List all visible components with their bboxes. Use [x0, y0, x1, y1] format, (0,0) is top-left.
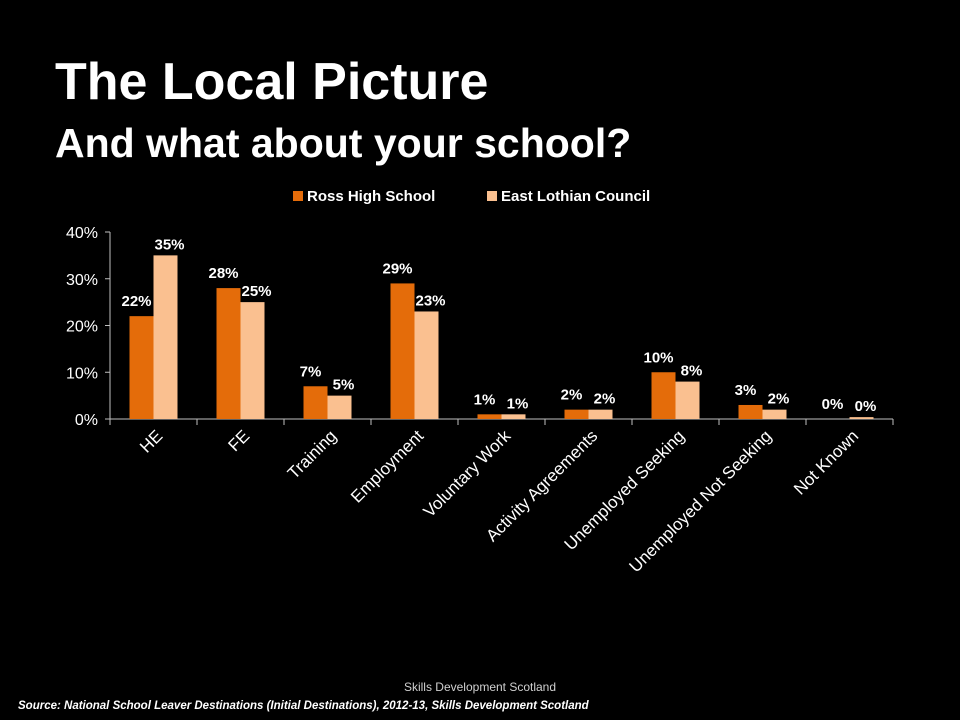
bar	[588, 409, 613, 419]
footer-organization: Skills Development Scotland	[403, 680, 557, 694]
data-label: 2%	[594, 391, 616, 408]
bar	[327, 395, 352, 419]
data-label: 1%	[507, 395, 529, 412]
x-tick-label: Employment	[347, 426, 427, 506]
x-tick-label: HE	[136, 426, 166, 456]
data-label: 23%	[415, 292, 445, 309]
bar	[303, 386, 328, 419]
bar	[390, 283, 415, 419]
data-label: 5%	[333, 377, 355, 394]
bar	[414, 311, 439, 419]
data-label: 7%	[300, 363, 322, 380]
data-label: 2%	[561, 387, 583, 404]
data-label: 29%	[382, 260, 412, 277]
bar	[675, 381, 700, 419]
legend-swatch	[293, 191, 303, 201]
legend-label: East Lothian Council	[501, 188, 650, 205]
bar	[762, 409, 787, 419]
slide-title: The Local Picture	[55, 53, 489, 111]
x-tick-label: Unemployed Not Seeking	[626, 426, 776, 576]
y-tick-label: 0%	[75, 412, 98, 429]
x-tick-label: FE	[225, 426, 254, 455]
source-note: Source: National School Leaver Destinati…	[18, 700, 589, 712]
y-tick-label: 40%	[66, 225, 98, 242]
bar	[651, 372, 676, 419]
data-label: 3%	[735, 382, 757, 399]
bar	[129, 316, 154, 419]
data-label: 28%	[208, 265, 238, 282]
data-label: 10%	[643, 349, 673, 366]
bar	[564, 409, 589, 419]
legend-label: Ross High School	[307, 188, 435, 205]
data-label: 0%	[822, 396, 844, 413]
data-label: 2%	[768, 391, 790, 408]
bar	[849, 417, 874, 419]
x-tick-label: Training	[284, 426, 340, 482]
bar	[216, 288, 241, 419]
data-label: 0%	[855, 398, 877, 415]
data-label: 8%	[681, 363, 703, 380]
slide-subtitle: And what about your school?	[55, 120, 632, 166]
data-label: 35%	[154, 236, 184, 253]
y-tick-label: 20%	[66, 319, 98, 336]
data-label: 1%	[474, 391, 496, 408]
x-tick-label: Voluntary Work	[420, 426, 515, 521]
x-tick-label: Not Known	[790, 426, 862, 498]
bar	[738, 404, 763, 419]
y-tick-label: 10%	[66, 365, 98, 382]
bar	[153, 255, 178, 419]
bar	[501, 414, 526, 419]
bar	[240, 302, 265, 419]
bar	[477, 414, 502, 419]
data-label: 22%	[121, 293, 151, 310]
data-label: 25%	[241, 283, 271, 300]
y-tick-label: 30%	[66, 272, 98, 289]
legend-swatch	[487, 191, 497, 201]
